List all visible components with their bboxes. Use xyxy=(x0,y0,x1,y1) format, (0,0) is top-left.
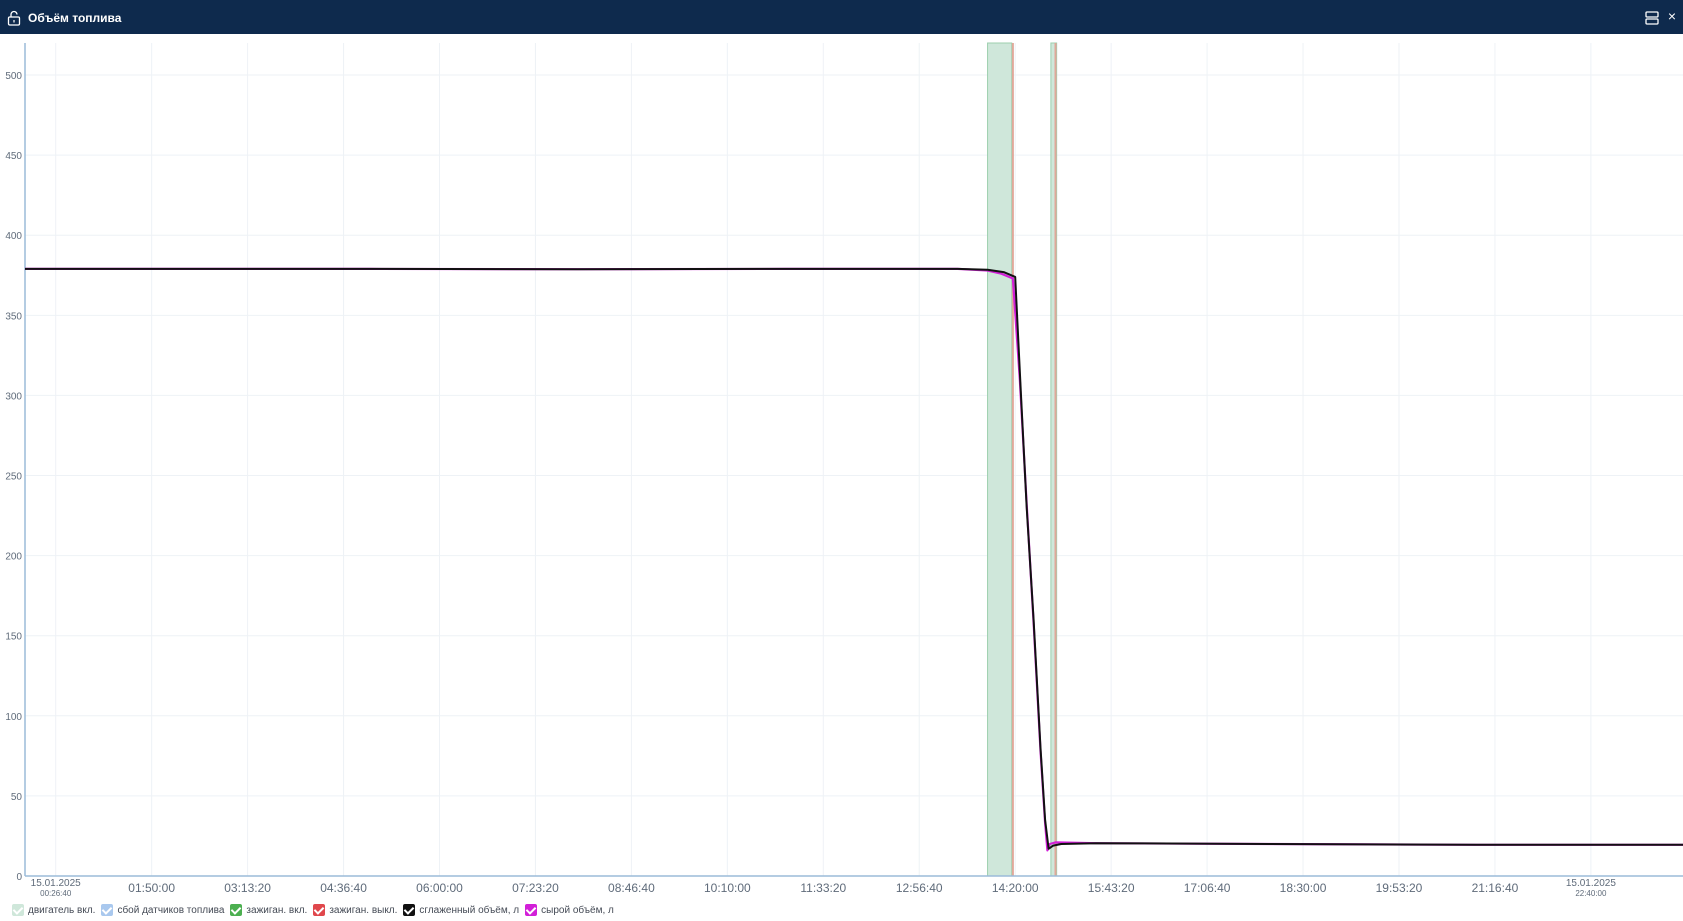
engine-on-band xyxy=(987,42,1013,877)
legend-item[interactable]: зажиган. выкл. xyxy=(313,904,397,916)
chart-canvas[interactable]: 0 50 100 150 200 250 300 350 400 450 500 15.01.2025… xyxy=(0,34,1683,900)
window-title: Объём топлива xyxy=(28,11,122,25)
x-tick-label: 10:10:00 xyxy=(704,881,751,895)
legend-label: зажиган. вкл. xyxy=(246,904,308,916)
y-tick-label: 500 xyxy=(5,71,22,82)
x-tick-sublabel: 00:26:40 xyxy=(40,889,72,898)
checkbox-icon[interactable] xyxy=(525,904,538,916)
lock-open-icon[interactable] xyxy=(7,10,21,26)
y-tick-label: 50 xyxy=(11,792,23,803)
legend-item[interactable]: сырой объём, л xyxy=(525,904,614,916)
x-tick-label: 18:30:00 xyxy=(1280,881,1327,895)
x-tick-label: 01:50:00 xyxy=(128,881,175,895)
legend-item[interactable]: зажиган. вкл. xyxy=(230,904,307,916)
y-tick-label: 100 xyxy=(5,712,22,723)
x-tick-label: 11:33:20 xyxy=(800,881,846,895)
x-tick-label: 21:16:40 xyxy=(1472,881,1519,895)
checkbox-icon[interactable] xyxy=(101,904,114,916)
y-tick-label: 200 xyxy=(5,552,22,563)
checkbox-icon[interactable] xyxy=(403,904,416,916)
x-tick-label: 15.01.2025 xyxy=(1566,878,1616,889)
x-tick-label: 15:43:20 xyxy=(1088,881,1135,895)
y-tick-label: 400 xyxy=(5,231,22,242)
layout-icon[interactable] xyxy=(1645,11,1659,25)
y-tick-label: 250 xyxy=(5,472,22,483)
y-tick-label: 150 xyxy=(5,632,22,643)
x-tick-label: 17:06:40 xyxy=(1184,881,1231,895)
x-tick-label: 19:53:20 xyxy=(1376,881,1423,895)
legend-item[interactable]: двигатель вкл. xyxy=(12,904,95,916)
x-tick-label: 08:46:40 xyxy=(608,881,655,895)
chart-legend: двигатель вкл. сбой датчиков топлива зажиг… xyxy=(12,902,620,918)
legend-label: сырой объём, л xyxy=(541,904,614,916)
x-tick-label: 03:13:20 xyxy=(224,881,271,895)
x-tick-label: 14:20:00 xyxy=(992,881,1039,895)
fuel-volume-chart[interactable]: 0 50 100 150 200 250 300 350 400 450 500 15.01.2025… xyxy=(0,34,1683,900)
close-icon[interactable]: × xyxy=(1667,8,1677,24)
x-tick-sublabel: 22:40:00 xyxy=(1575,889,1607,898)
checkbox-icon[interactable] xyxy=(313,904,326,916)
checkbox-icon[interactable] xyxy=(12,904,24,916)
x-tick-label: 15.01.2025 xyxy=(31,878,81,889)
y-tick-label: 450 xyxy=(5,151,22,162)
legend-item[interactable]: сбой датчиков топлива xyxy=(101,904,224,916)
x-tick-label: 07:23:20 xyxy=(512,881,559,895)
legend-label: сглаженный объём, л xyxy=(419,904,520,916)
y-tick-label: 350 xyxy=(5,311,22,322)
raw-volume-line xyxy=(25,267,1683,852)
smoothed-volume-line xyxy=(25,267,1683,850)
legend-label: сбой датчиков топлива xyxy=(117,904,225,916)
legend-label: зажиган. выкл. xyxy=(329,904,398,916)
window-titlebar: Объём топлива × xyxy=(0,0,1683,34)
x-tick-label: 12:56:40 xyxy=(896,881,943,895)
y-tick-label: 0 xyxy=(16,872,22,883)
legend-label: двигатель вкл. xyxy=(28,904,96,916)
y-tick-label: 300 xyxy=(5,391,22,402)
checkbox-icon[interactable] xyxy=(230,904,243,916)
x-tick-label: 04:36:40 xyxy=(320,881,367,895)
legend-item[interactable]: сглаженный объём, л xyxy=(403,904,519,916)
x-tick-label: 06:00:00 xyxy=(416,881,463,895)
